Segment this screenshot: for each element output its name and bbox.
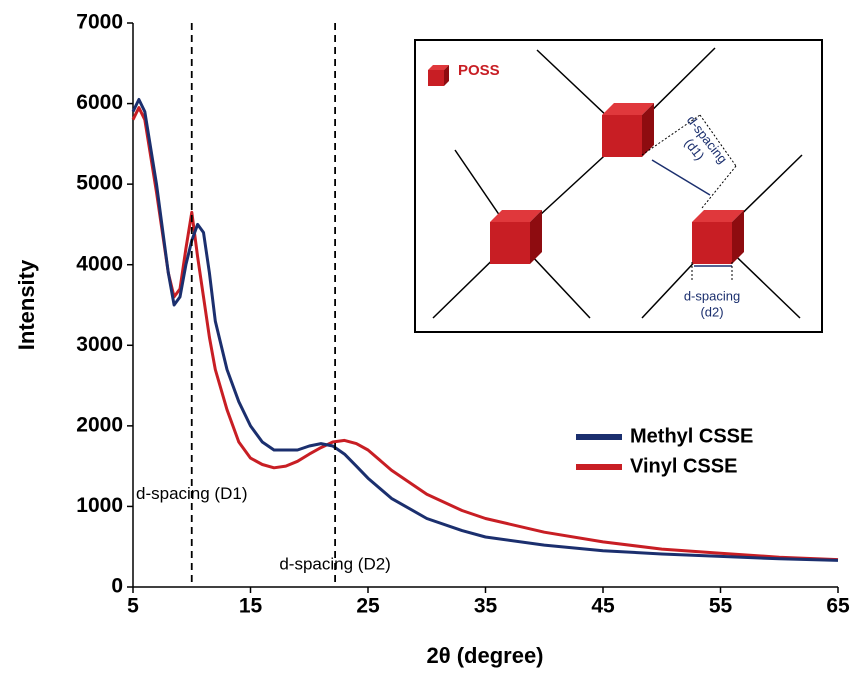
x-axis-label: 2θ (degree)	[426, 643, 543, 668]
y-tick-label: 3000	[76, 333, 123, 356]
legend-label: Methyl CSSE	[630, 425, 753, 447]
x-tick-label: 5	[127, 595, 139, 618]
x-tick-label: 15	[239, 595, 263, 618]
y-axis-label: Intensity	[14, 259, 39, 350]
inset-legend: POSS	[458, 62, 500, 79]
inset: POSS d-spacing (d1) d-spacing (d2)	[414, 39, 823, 333]
inset-frame	[414, 39, 823, 333]
inset-d2-label: (d2)	[700, 304, 723, 319]
inset-d2-label: d-spacing	[684, 288, 740, 303]
inset-arrows	[651, 159, 732, 267]
annotation-label: d-spacing (D2)	[279, 555, 391, 574]
y-tick-label: 4000	[76, 252, 123, 275]
inset-dots	[641, 114, 737, 282]
x-tick-label: 65	[826, 595, 850, 618]
data-line	[131, 98, 839, 562]
y-tick-label: 2000	[76, 413, 123, 436]
annotation-label: d-spacing (D1)	[136, 484, 248, 503]
x-tick-label: 55	[709, 595, 733, 618]
x-tick-label: 25	[356, 595, 380, 618]
y-tick-label: 5000	[76, 172, 123, 195]
y-tick-label: 7000	[76, 11, 123, 34]
cubes	[428, 65, 744, 264]
y-tick-label: 6000	[76, 91, 123, 114]
legend-label: Vinyl CSSE	[630, 455, 737, 477]
x-tick-label: 35	[474, 595, 498, 618]
data-line	[131, 106, 839, 562]
x-tick-label: 45	[591, 595, 615, 618]
y-tick-label: 0	[111, 575, 123, 598]
y-tick-label: 1000	[76, 494, 123, 517]
